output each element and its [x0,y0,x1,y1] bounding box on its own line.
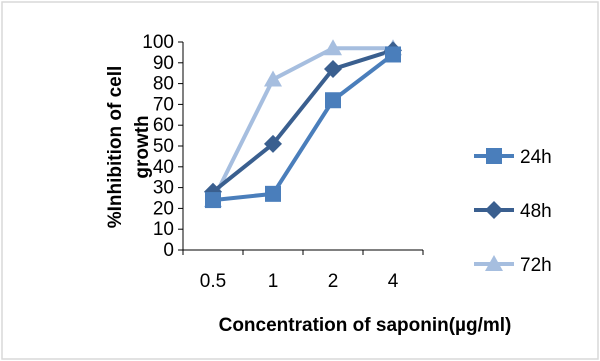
legend-marker-72h [485,255,503,271]
x-tick-label: 2 [328,271,339,292]
y-tick-label: 30 [153,178,174,199]
y-axis-title: %Inhibition of cell growth [105,66,153,229]
y-tick-label: 80 [153,74,174,95]
y-tick-label: 50 [153,136,174,157]
y-tick-label: 60 [153,115,174,136]
x-tick-label: 0.5 [200,271,226,292]
series-line-24h [212,52,395,203]
legend-label-72h: 72h [520,255,552,276]
data-point-24h [205,192,221,209]
data-point-48h [264,134,282,153]
legend-marker-48h [485,201,503,219]
y-tick-label: 20 [153,198,174,219]
y-tick-label: 10 [153,219,174,240]
x-tick-label: 4 [388,271,399,292]
data-point-24h [385,46,401,63]
x-tick-label: 1 [268,271,279,292]
y-tick-label: 70 [153,94,174,115]
x-axis-title: Concentration of saponin(µg/ml) [219,315,512,336]
y-axis-title-line1: %Inhibition of cell [105,66,126,229]
y-tick-label: 90 [153,53,174,74]
data-point-24h [325,92,341,109]
y-tick-label: 100 [142,32,174,53]
data-point-48h [324,60,342,79]
series-line-48h [211,48,394,194]
y-tick-label: 0 [163,240,174,261]
data-point-72h [324,39,342,56]
legend-label-24h: 24h [520,147,552,168]
y-axis-title-line2: growth [132,115,153,178]
data-point-24h [265,185,281,202]
y-tick-label: 40 [153,157,174,178]
data-point-72h [264,70,282,87]
series-line-72h [211,46,393,201]
legend: 24h 48h 72h [474,147,552,276]
legend-label-48h: 48h [520,201,552,222]
legend-marker-24h [486,148,502,164]
